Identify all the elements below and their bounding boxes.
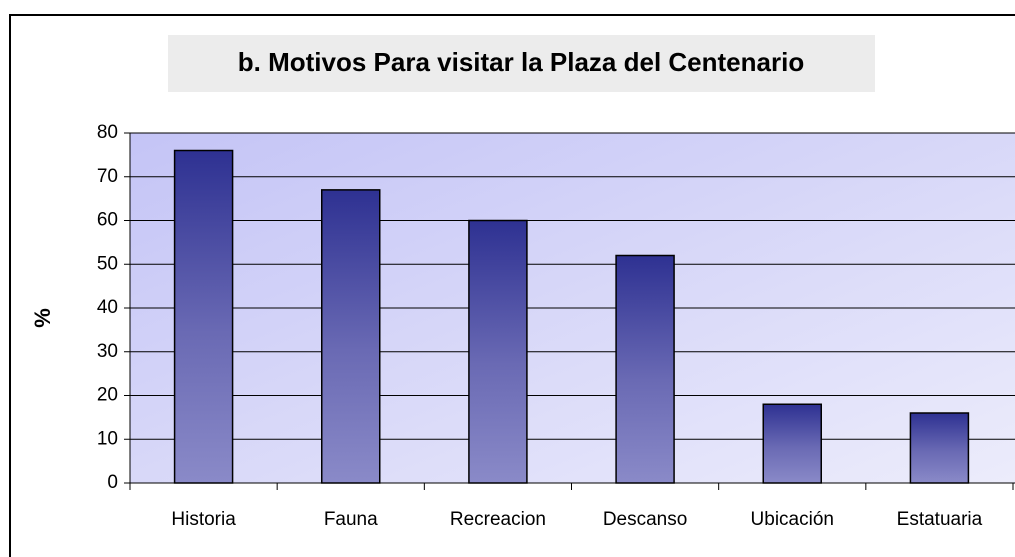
bar — [615, 254, 675, 484]
y-tick-label: 80 — [97, 122, 118, 143]
bar — [173, 149, 234, 484]
y-tick-label: 20 — [97, 385, 118, 406]
title-box — [168, 35, 875, 92]
x-tick-label: Descanso — [603, 509, 688, 530]
y-tick-label: 10 — [97, 428, 118, 449]
x-tick-label: Historia — [171, 509, 236, 530]
y-axis-label: % — [30, 308, 55, 328]
x-tick-label: Recreacion — [450, 509, 546, 530]
bar — [909, 412, 970, 484]
y-tick-label: 40 — [97, 297, 118, 318]
x-tick-label: Fauna — [324, 509, 378, 530]
y-tick-label: 70 — [97, 166, 118, 187]
y-tick-label: 30 — [97, 341, 118, 362]
x-tick-label: Ubicación — [751, 509, 834, 530]
x-tick-label: Estatuaria — [897, 509, 983, 530]
bar — [321, 189, 381, 484]
chart-border — [9, 14, 1015, 557]
bar — [468, 219, 528, 484]
bar — [762, 403, 822, 484]
chart-title: b. Motivos Para visitar la Plaza del Cen… — [238, 47, 804, 77]
y-tick-label: 0 — [107, 472, 118, 493]
y-tick-label: 60 — [97, 210, 118, 231]
y-tick-label: 50 — [97, 253, 118, 274]
